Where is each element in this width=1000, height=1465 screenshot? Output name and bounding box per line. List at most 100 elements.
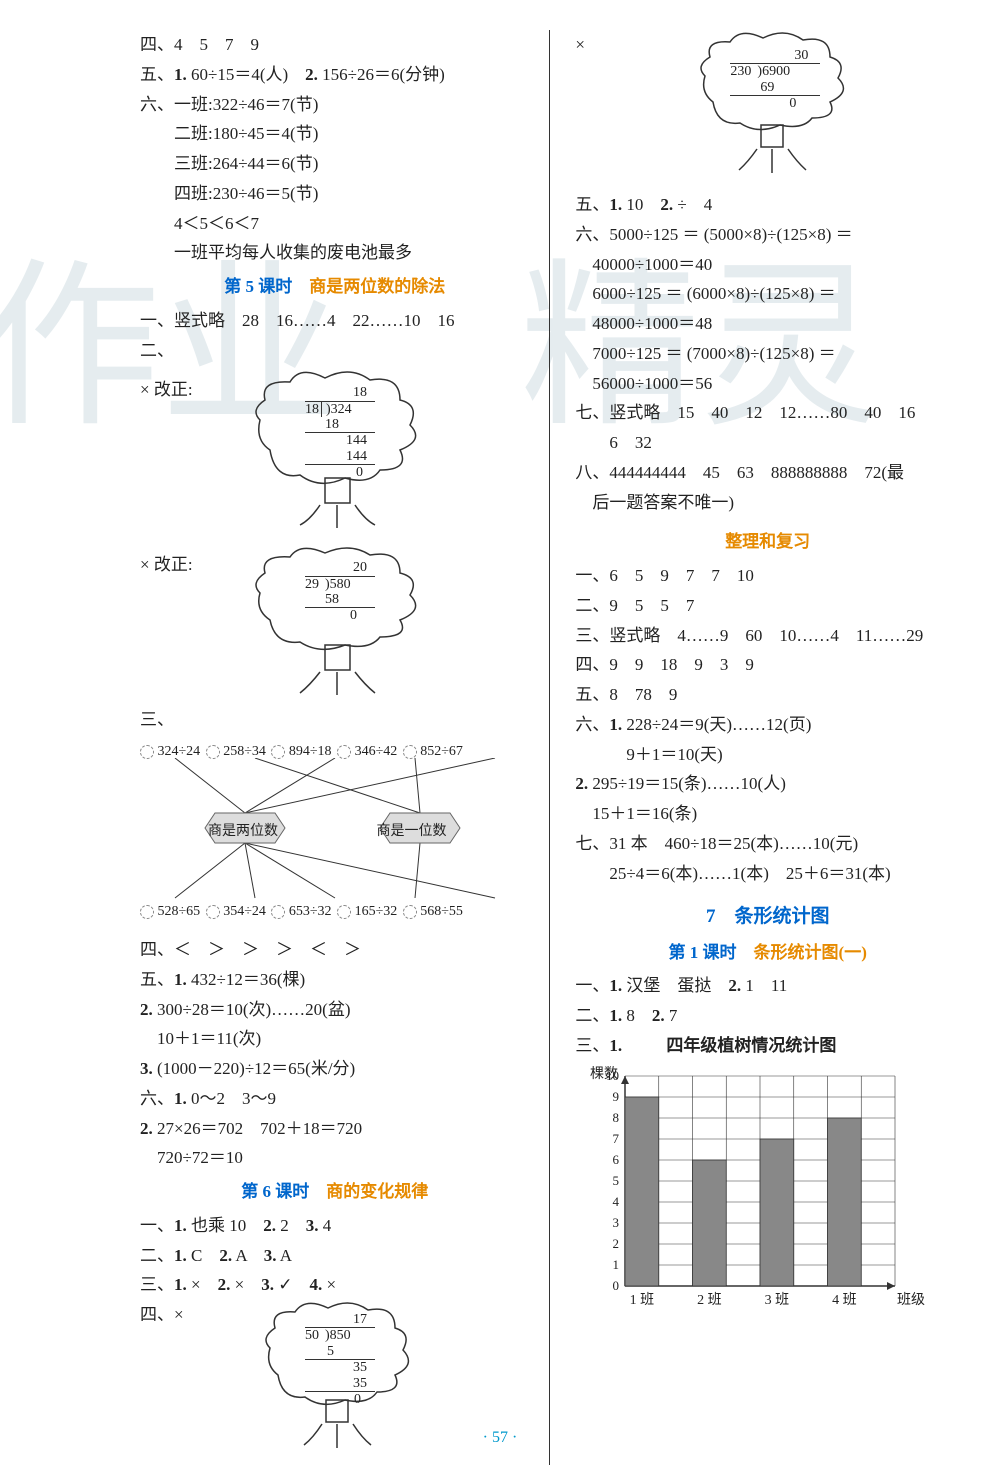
dividend: )580 (321, 577, 351, 592)
circ-icon (403, 745, 417, 759)
text-line: 一班平均每人收集的废电池最多 (140, 238, 529, 268)
svg-text:3 班: 3 班 (765, 1292, 790, 1308)
text-line: 2. 27×26＝702 702＋18＝720 (140, 1114, 529, 1144)
text-line: 四、4 5 7 9 (140, 30, 529, 60)
svg-text:0: 0 (613, 1278, 620, 1293)
circ-icon (271, 745, 285, 759)
text-line: 五、8 78 9 (575, 680, 960, 710)
chart-title: 四年级植树情况统计图 (666, 1036, 836, 1055)
divisor: 18 (305, 402, 321, 417)
text-line: 五、1. 60÷15＝4(人) 2. 156÷26＝6(分钟) (140, 60, 529, 90)
b: 3. (261, 1275, 274, 1294)
divisor: 230 (730, 64, 753, 79)
dv-val: 6900 (762, 64, 790, 79)
b: 2. (660, 195, 673, 214)
svg-text:3: 3 (613, 1215, 620, 1230)
text-line: 六、一班:322÷46＝7(节) (140, 90, 529, 120)
circ-icon (337, 745, 351, 759)
column-divider (549, 30, 550, 1465)
left-column: 四、4 5 7 9 五、1. 60÷15＝4(人) 2. 156÷26＝6(分钟… (140, 30, 544, 1465)
lesson-title: 商是两位数的除法 (309, 277, 445, 296)
box-label-left: 商是两位数 (208, 820, 278, 845)
page-content: 四、4 5 7 9 五、1. 60÷15＝4(人) 2. 156÷26＝6(分钟… (0, 0, 1000, 1465)
text-line: 七、竖式略 15 40 12 12……80 40 16 (575, 398, 960, 428)
lesson-heading: 第 1 课时 条形统计图(一) (575, 938, 960, 968)
svg-text:1: 1 (613, 1257, 620, 1272)
circ-icon (271, 905, 285, 919)
citem: 528÷65 (140, 900, 200, 925)
tree-division-r: 30 230 )6900 69 0 (695, 30, 855, 180)
b: 1. (609, 976, 622, 995)
dv-val: 850 (330, 1328, 351, 1343)
text-line: 6000÷125 ＝ (6000×8)÷(125×8) ＝ (575, 279, 960, 309)
text-line: 七、31 本 460÷18＝25(本)……10(元) (575, 829, 960, 859)
t: × (187, 1275, 218, 1294)
x-mark: × (575, 30, 615, 60)
expr: 568÷55 (420, 904, 463, 919)
b: 1. (174, 1089, 187, 1108)
box-label-right: 商是一位数 (377, 820, 447, 845)
expr: 258÷34 (223, 744, 266, 759)
text-line: 一、6 5 9 7 7 10 (575, 561, 960, 591)
text-line: 四、× (140, 1300, 200, 1330)
text: 60÷15＝4(人) (187, 65, 305, 84)
text-line: 2. 295÷19＝15(条)……10(人) (575, 769, 960, 799)
svg-text:4 班: 4 班 (833, 1292, 858, 1308)
t: 六、 (140, 1089, 174, 1108)
dv-val: 324 (331, 402, 352, 417)
step: 18 (305, 417, 375, 433)
t: × (322, 1275, 336, 1294)
text-line: 五、1. 432÷12＝36(棵) (140, 965, 529, 995)
svg-text:8: 8 (613, 1110, 620, 1125)
text-line: 三、1. × 2. × 3. ✓ 4. × (140, 1270, 529, 1300)
step: 5 (305, 1344, 375, 1360)
text-line: 二、1. C 2. A 3. A (140, 1241, 529, 1271)
rem: 0 (305, 1392, 375, 1407)
t: 4 (319, 1216, 332, 1235)
dividend: )6900 (753, 64, 790, 79)
text-line: 一、1. 也乘 10 2. 2 3. 4 (140, 1211, 529, 1241)
t: ÷ 4 (673, 195, 712, 214)
text-line: 10＋1＝11(次) (140, 1024, 529, 1054)
b: 4. (309, 1275, 322, 1294)
connect-mid-row: 商是两位数 商是一位数 (140, 820, 529, 845)
t: 8 (622, 1006, 652, 1025)
section-heading: 整理和复习 (575, 527, 960, 557)
expr: 354÷24 (223, 904, 266, 919)
b: 1. (609, 195, 622, 214)
text-line: 六、5000÷125 ＝ (5000×8)÷(125×8) ＝ (575, 220, 960, 250)
b: 2. (140, 1119, 153, 1138)
circ-icon (206, 745, 220, 759)
b: 1. (609, 1006, 622, 1025)
dv-val: 580 (330, 577, 351, 592)
text-line: 三、1. 四年级植树情况统计图 (575, 1031, 960, 1061)
text-line: 五、1. 10 2. ÷ 4 (575, 190, 960, 220)
t: 五、 (140, 970, 174, 989)
label: 五、 (140, 65, 174, 84)
long-division: 18 18 )324 18 144 144 0 (305, 385, 375, 480)
text-line: 二、9 5 5 7 (575, 591, 960, 621)
b: 2. (218, 1275, 231, 1294)
t: C (187, 1246, 220, 1265)
t: 0～2 3～9 (187, 1089, 276, 1108)
text-line: 四班:230÷46＝5(节) (140, 179, 529, 209)
step: 35 (305, 1376, 375, 1392)
tree-division-3: 17 50 )850 5 35 35 0 (260, 1300, 420, 1455)
text-line: 9＋1＝10(天) (575, 740, 960, 770)
svg-text:2: 2 (613, 1236, 620, 1251)
lesson-num: 第 6 课时 (241, 1182, 309, 1201)
t: 7 (665, 1006, 678, 1025)
text-line: 2. 300÷28＝10(次)……20(盆) (140, 995, 529, 1025)
b: 1. (174, 1246, 187, 1265)
text-line: 三、 (140, 705, 529, 735)
text-line: 3. (1000－220)÷12＝65(米/分) (140, 1054, 529, 1084)
b: 2. (575, 774, 588, 793)
t: × (230, 1275, 261, 1294)
rem: 0 (730, 96, 820, 111)
expr: 852÷67 (420, 744, 463, 759)
text: 156÷26＝6(分钟) (318, 65, 445, 84)
text-line: 一、竖式略 28 16……4 22……10 16 (140, 306, 529, 336)
t: ✓ (274, 1275, 310, 1294)
lesson-title: 商的变化规律 (326, 1182, 428, 1201)
svg-text:7: 7 (613, 1131, 620, 1146)
